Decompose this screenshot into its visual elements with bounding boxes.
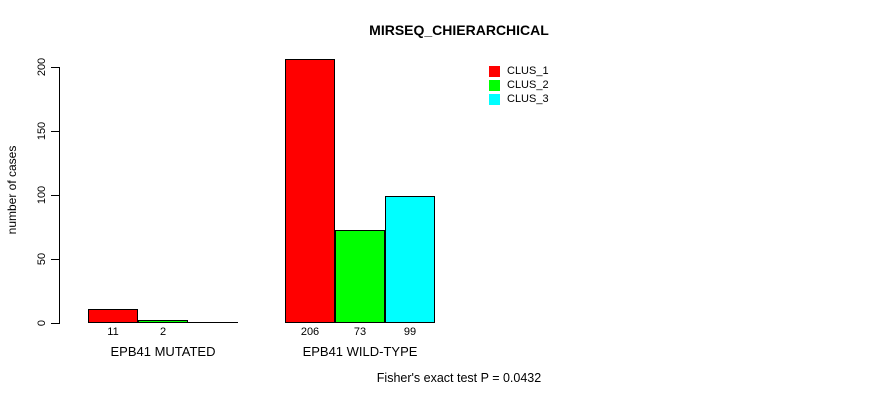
y-tick: [51, 259, 59, 260]
legend-label: CLUS_2: [507, 79, 549, 91]
category-label: EPB41 MUTATED: [110, 344, 216, 359]
bar-clus_2-1: [138, 320, 188, 323]
bar-value-label: 206: [300, 326, 320, 338]
y-axis-line: [59, 67, 60, 324]
bar-clus_1-2: [285, 59, 335, 323]
fisher-test-annotation: Fisher's exact test P = 0.0432: [376, 371, 542, 385]
y-tick-label: 200: [36, 57, 48, 77]
y-tick-label: 100: [36, 185, 48, 205]
y-tick-label: 0: [36, 319, 48, 327]
chart-title: MIRSEQ_CHIERARCHICAL: [369, 22, 549, 38]
bar-value-label: 99: [403, 326, 417, 338]
legend-row: CLUS_2: [489, 78, 549, 92]
legend-swatch-clus_1: [489, 65, 500, 77]
y-tick-label: 50: [36, 252, 48, 266]
legend-label: CLUS_3: [507, 93, 549, 105]
bar-clus_3-1-zero: [188, 322, 238, 323]
y-tick: [51, 195, 59, 196]
bar-clus_1-1: [88, 308, 138, 323]
bar-clus_2-2: [335, 229, 385, 323]
category-label: EPB41 WILD-TYPE: [302, 344, 418, 359]
y-tick: [51, 131, 59, 132]
y-tick-label: 150: [36, 121, 48, 141]
bar-value-label: 73: [353, 326, 367, 338]
y-tick: [51, 67, 59, 68]
legend-label: CLUS_1: [507, 65, 549, 77]
legend: CLUS_1 CLUS_2 CLUS_3: [489, 64, 549, 106]
bar-clus_3-2: [385, 196, 435, 323]
legend-row: CLUS_3: [489, 92, 549, 106]
legend-row: CLUS_1: [489, 64, 549, 78]
legend-swatch-clus_2: [489, 79, 500, 91]
legend-swatch-clus_3: [489, 93, 500, 105]
y-axis-label: number of cases: [5, 145, 19, 235]
y-tick: [51, 323, 59, 324]
bar-value-label: 11: [107, 326, 119, 338]
bar-value-label: 2: [159, 326, 167, 338]
